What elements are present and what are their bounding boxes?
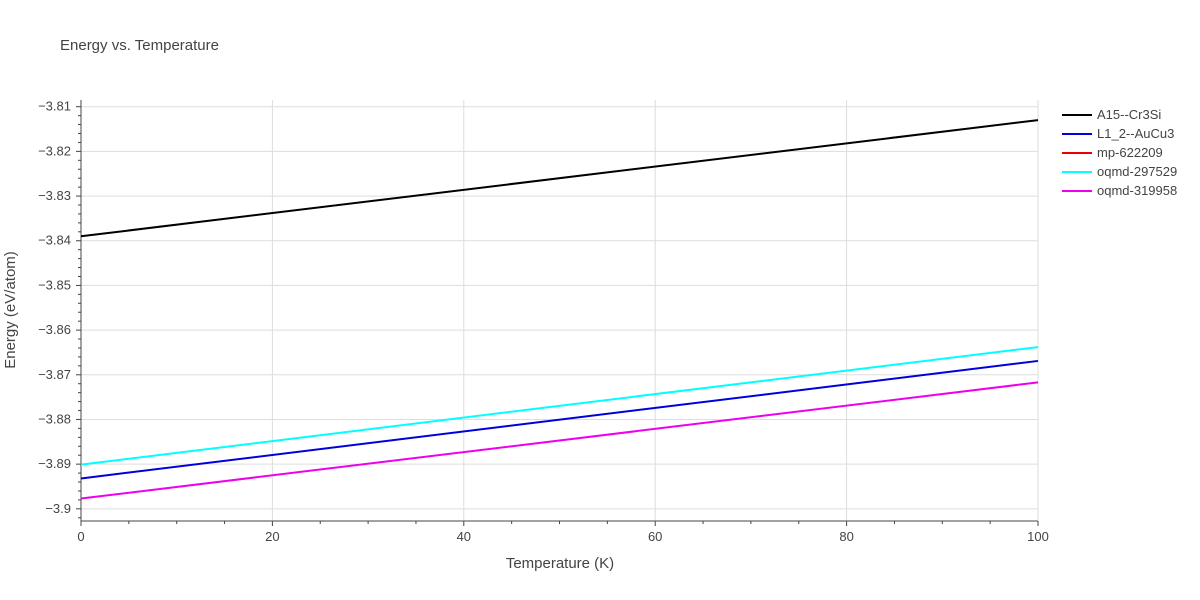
- x-tick-label: 40: [457, 529, 471, 544]
- legend-label: A15--Cr3Si: [1097, 107, 1161, 122]
- y-tick-label: −3.87: [38, 367, 71, 382]
- grid: [80, 100, 1039, 520]
- y-tick-label: −3.89: [38, 456, 71, 471]
- legend-item[interactable]: oqmd-319958: [1062, 183, 1177, 198]
- x-axis-title: Temperature (K): [506, 555, 614, 572]
- x-tick-label: 80: [839, 529, 853, 544]
- legend-label: mp-622209: [1097, 145, 1163, 160]
- legend-item[interactable]: L1_2--AuCu3: [1062, 126, 1174, 141]
- series-lines: [80, 119, 1039, 500]
- series-line-L1_2--AuCu3[interactable]: [80, 359, 1039, 480]
- y-axis-title: Energy (eV/atom): [2, 251, 19, 369]
- y-tick-label: −3.82: [38, 143, 71, 158]
- y-tick-label: −3.88: [38, 411, 71, 426]
- y-tick-label: −3.84: [38, 233, 71, 248]
- legend-label: L1_2--AuCu3: [1097, 126, 1174, 141]
- y-tick-label: −3.83: [38, 188, 71, 203]
- x-tick-label: 0: [77, 529, 84, 544]
- axes: 0 20 40 60 80 100 −3.9 −3.89 −3.88 −3.87 −3.86 −3.8…: [38, 99, 1049, 544]
- series-line-oqmd-319958[interactable]: [80, 381, 1039, 500]
- y-tick-label: −3.9: [45, 501, 71, 516]
- legend-item[interactable]: A15--Cr3Si: [1062, 107, 1161, 122]
- series-line-A15--Cr3Si[interactable]: [80, 119, 1039, 238]
- y-tick-label: −3.85: [38, 277, 71, 292]
- legend-label: oqmd-297529: [1097, 164, 1177, 179]
- series-line-oqmd-297529[interactable]: [80, 346, 1039, 466]
- legend-item[interactable]: oqmd-297529: [1062, 164, 1177, 179]
- x-tick-label: 60: [648, 529, 662, 544]
- legend-item[interactable]: mp-622209: [1062, 145, 1163, 160]
- legend-label: oqmd-319958: [1097, 183, 1177, 198]
- legend[interactable]: A15--Cr3Si L1_2--AuCu3 mp-622209 oqmd-29752…: [1062, 107, 1177, 198]
- x-tick-label: 20: [265, 529, 279, 544]
- x-tick-label: 100: [1027, 529, 1049, 544]
- chart-title: Energy vs. Temperature: [60, 37, 219, 54]
- y-tick-label: −3.81: [38, 99, 71, 114]
- y-tick-label: −3.86: [38, 322, 71, 337]
